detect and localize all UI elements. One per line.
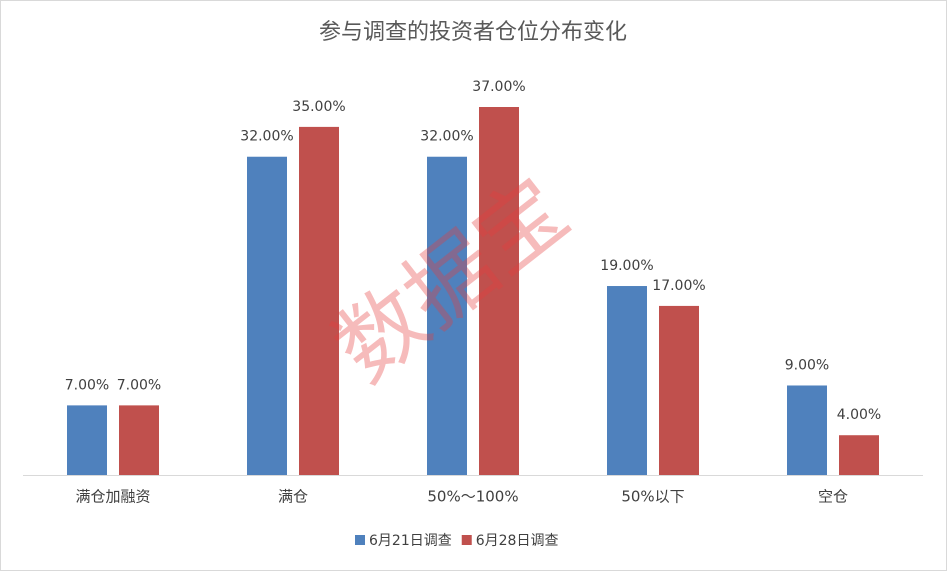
x-tick-label: 50%～100% bbox=[427, 488, 518, 506]
data-label: 32.00% bbox=[420, 129, 473, 145]
legend-swatch bbox=[461, 535, 472, 545]
bar bbox=[607, 286, 647, 475]
data-label: 32.00% bbox=[240, 129, 293, 145]
bar bbox=[839, 435, 879, 475]
x-tick-label: 满仓 bbox=[278, 488, 308, 506]
data-label: 7.00% bbox=[65, 377, 109, 393]
legend-label: 6月28日调查 bbox=[476, 533, 559, 549]
chart-title: 参与调查的投资者仓位分布变化 bbox=[319, 20, 627, 45]
data-label: 7.00% bbox=[117, 377, 161, 393]
bar bbox=[247, 156, 287, 475]
data-label: 4.00% bbox=[837, 407, 881, 423]
bar bbox=[659, 305, 699, 475]
data-label: 9.00% bbox=[785, 357, 829, 373]
x-tick-label: 空仓 bbox=[818, 488, 848, 506]
data-label: 19.00% bbox=[600, 258, 653, 274]
x-tick-label: 满仓加融资 bbox=[75, 488, 150, 506]
bar bbox=[427, 156, 467, 475]
bar bbox=[479, 107, 519, 475]
data-label: 35.00% bbox=[292, 99, 345, 115]
bar bbox=[119, 405, 159, 475]
bar bbox=[787, 385, 827, 475]
data-label: 17.00% bbox=[652, 278, 705, 294]
legend-swatch bbox=[355, 535, 365, 545]
bar bbox=[67, 405, 107, 475]
data-label: 37.00% bbox=[472, 79, 525, 95]
legend-label: 6月21日调查 bbox=[369, 533, 452, 549]
x-tick-label: 50%以下 bbox=[621, 488, 684, 506]
bar bbox=[299, 126, 339, 475]
